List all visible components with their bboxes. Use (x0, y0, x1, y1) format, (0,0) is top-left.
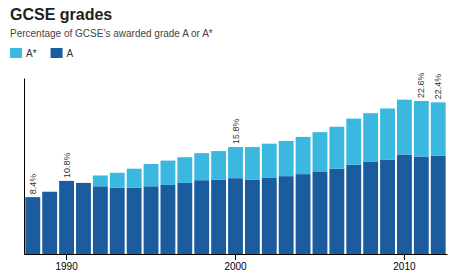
y-axis-line (24, 79, 25, 255)
bar (414, 101, 429, 157)
total-label: 22.6% (416, 72, 426, 98)
bar (329, 127, 344, 169)
bar (127, 169, 142, 188)
title: GCSE grades (10, 6, 112, 23)
bar (363, 162, 378, 254)
y-axis (24, 79, 25, 255)
chart: GCSE grades Percentage of GCSE’s awarded … (0, 0, 459, 276)
bar (144, 164, 159, 186)
x-tick-mark (66, 254, 67, 260)
bar (110, 188, 125, 254)
series-1 (93, 100, 446, 188)
x-axis: 1990 2000 2010 (25, 254, 448, 272)
bar (42, 191, 57, 192)
legend-swatch (10, 48, 22, 58)
bar (76, 183, 91, 254)
bar (346, 165, 361, 254)
bar (25, 197, 40, 254)
x-tick-mark (404, 254, 405, 260)
x-tick: 2010 (393, 254, 416, 272)
total-label: 15.8% (231, 119, 241, 145)
total-label: 22.4% (433, 74, 443, 100)
bar (211, 180, 226, 254)
bar (245, 147, 260, 179)
bar (194, 153, 209, 180)
bar (93, 186, 108, 254)
bar (144, 186, 159, 254)
bar (262, 178, 277, 254)
bar (397, 100, 412, 155)
bar (110, 173, 125, 188)
bar (245, 180, 260, 254)
bar (194, 180, 209, 254)
bar (329, 169, 344, 254)
bar (397, 154, 412, 254)
x-tick-label: 2010 (393, 261, 416, 272)
bar (177, 157, 192, 183)
bar (346, 119, 361, 165)
total-label: 10.8% (62, 152, 72, 178)
bar (211, 151, 226, 179)
bar (127, 188, 142, 254)
bar (380, 160, 395, 254)
bar (228, 178, 243, 254)
total-labels: 8.4% 10.8% 15.8% 22.6% 22.4% (28, 72, 443, 194)
legend-item: A (51, 48, 74, 59)
x-tick-label: 2000 (224, 261, 247, 272)
total-label: 8.4% (28, 174, 38, 195)
bar (42, 192, 57, 254)
bar (363, 113, 378, 162)
bars (25, 100, 445, 254)
bar (431, 156, 446, 254)
x-tick: 2000 (224, 254, 247, 272)
bar (313, 132, 328, 171)
bar (431, 102, 446, 155)
x-tick-label: 1990 (55, 261, 78, 272)
legend-label: A (67, 48, 74, 59)
bar (228, 147, 243, 178)
bar (262, 144, 277, 178)
bar (59, 180, 74, 181)
x-tick: 1990 (55, 254, 78, 272)
bar (59, 181, 74, 254)
bar (296, 137, 311, 174)
subtitle: Percentage of GCSE’s awarded grade A or … (10, 28, 213, 39)
bar (160, 161, 175, 185)
bar (380, 108, 395, 159)
legend-item: A* (10, 48, 37, 59)
x-tick-mark (235, 254, 236, 260)
bar (76, 182, 91, 183)
legend: A* A (10, 48, 74, 59)
bar (313, 171, 328, 254)
bar (279, 176, 294, 254)
legend-label: A* (26, 48, 37, 59)
bar (25, 197, 40, 198)
legend-swatch (51, 48, 63, 58)
bar (414, 157, 429, 254)
plot-area: 1990 2000 2010 8.4% 10.8% 15.8% 22.6% 22.4% (25, 72, 448, 272)
bar (160, 185, 175, 254)
bar (279, 141, 294, 176)
bar (93, 175, 108, 186)
bar (296, 174, 311, 254)
bar (177, 183, 192, 254)
